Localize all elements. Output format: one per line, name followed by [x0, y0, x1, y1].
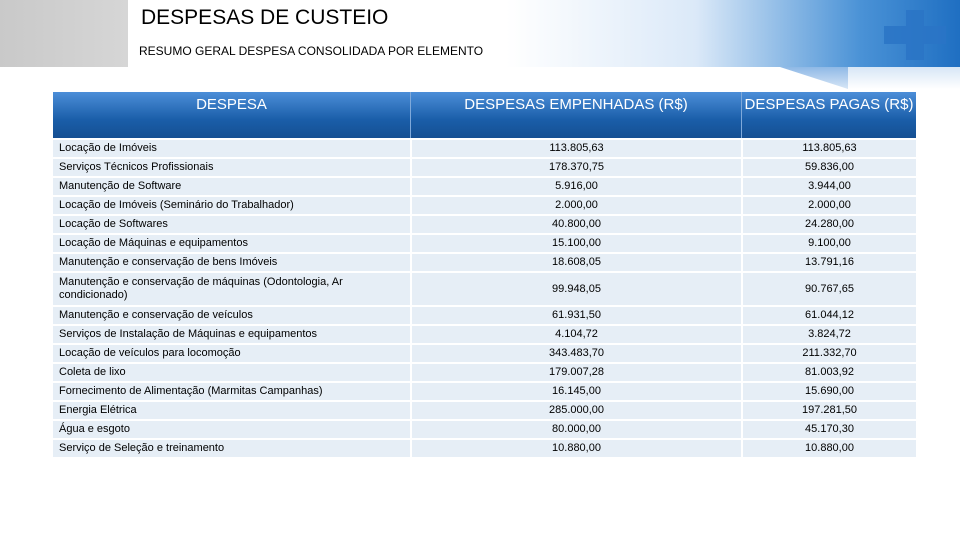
paid-amount-cell: 24.280,00	[741, 216, 916, 233]
table-row: Manutenção de Software 5.916,00 3.944,00	[53, 178, 916, 195]
paid-amount-cell: 10.880,00	[741, 440, 916, 457]
expense-name-cell: Locação de Imóveis	[53, 140, 410, 157]
table-row: Serviço de Seleção e treinamento 10.880,0…	[53, 440, 916, 457]
table-row: Energia Elétrica 285.000,00 197.281,50	[53, 402, 916, 419]
table-row: Locação de Imóveis (Seminário do Trabalh…	[53, 197, 916, 214]
expense-name-cell: Energia Elétrica	[53, 402, 410, 419]
committed-amount-cell: 18.608,05	[410, 254, 741, 271]
column-header-empenhadas: DESPESAS EMPENHADAS (R$)	[410, 92, 741, 138]
table-row: Água e esgoto 80.000,00 45.170,30	[53, 421, 916, 438]
medical-cross-icon	[884, 10, 946, 60]
header-tail-shape	[780, 67, 848, 89]
expense-name-cell: Manutenção e conservação de veículos	[53, 307, 410, 324]
expense-table: DESPESA DESPESAS EMPENHADAS (R$) DESPESAS …	[53, 90, 916, 459]
expense-name-cell: Serviço de Seleção e treinamento	[53, 440, 410, 457]
expense-name-cell: Coleta de lixo	[53, 364, 410, 381]
paid-amount-cell: 113.805,63	[741, 140, 916, 157]
column-header-despesa: DESPESA	[53, 92, 410, 138]
table-row: Locação de Softwares 40.800,00 24.280,00	[53, 216, 916, 233]
table-body: Locação de Imóveis 113.805,63 113.805,63 Se…	[53, 140, 916, 457]
table-row: Locação de Imóveis 113.805,63 113.805,63	[53, 140, 916, 157]
table-row: Serviços Técnicos Profissionais 178.370,7…	[53, 159, 916, 176]
paid-amount-cell: 3.824,72	[741, 326, 916, 343]
page-title: DESPESAS DE CUSTEIO	[141, 6, 389, 29]
table-row: Manutenção e conservação de veículos 61.9…	[53, 307, 916, 324]
committed-amount-cell: 285.000,00	[410, 402, 741, 419]
expense-name-cell: Fornecimento de Alimentação (Marmitas Ca…	[53, 383, 410, 400]
paid-amount-cell: 197.281,50	[741, 402, 916, 419]
page-subtitle: RESUMO GERAL DESPESA CONSOLIDADA POR ELE…	[139, 44, 484, 58]
expense-name-cell: Serviços Técnicos Profissionais	[53, 159, 410, 176]
table-row: Manutenção e conservação de bens Imóveis…	[53, 254, 916, 271]
header-band	[135, 0, 960, 67]
expense-name-cell: Locação de veículos para locomoção	[53, 345, 410, 362]
expense-name-cell: Água e esgoto	[53, 421, 410, 438]
paid-amount-cell: 81.003,92	[741, 364, 916, 381]
paid-amount-cell: 211.332,70	[741, 345, 916, 362]
committed-amount-cell: 178.370,75	[410, 159, 741, 176]
paid-amount-cell: 15.690,00	[741, 383, 916, 400]
committed-amount-cell: 40.800,00	[410, 216, 741, 233]
table-row: Serviços de Instalação de Máquinas e equ…	[53, 326, 916, 343]
expense-name-cell: Manutenção de Software	[53, 178, 410, 195]
expense-name-cell: Serviços de Instalação de Máquinas e equ…	[53, 326, 410, 343]
expense-name-cell: Manutenção e conservação de bens Imóveis	[53, 254, 410, 271]
committed-amount-cell: 343.483,70	[410, 345, 741, 362]
table-row: Locação de veículos para locomoção 343.48…	[53, 345, 916, 362]
committed-amount-cell: 4.104,72	[410, 326, 741, 343]
committed-amount-cell: 113.805,63	[410, 140, 741, 157]
paid-amount-cell: 9.100,00	[741, 235, 916, 252]
table-header: DESPESA DESPESAS EMPENHADAS (R$) DESPESAS …	[53, 92, 916, 138]
expense-name-cell: Manutenção e conservação de máquinas (Od…	[53, 273, 410, 305]
table-row: Manutenção e conservação de máquinas (Od…	[53, 273, 916, 305]
committed-amount-cell: 61.931,50	[410, 307, 741, 324]
committed-amount-cell: 5.916,00	[410, 178, 741, 195]
paid-amount-cell: 2.000,00	[741, 197, 916, 214]
table-row: Coleta de lixo 179.007,28 81.003,92	[53, 364, 916, 381]
expense-name-cell: Locação de Imóveis (Seminário do Trabalh…	[53, 197, 410, 214]
paid-amount-cell: 13.791,16	[741, 254, 916, 271]
paid-amount-cell: 3.944,00	[741, 178, 916, 195]
header-tail-fade	[848, 67, 960, 89]
paid-amount-cell: 90.767,65	[741, 273, 916, 305]
committed-amount-cell: 179.007,28	[410, 364, 741, 381]
paid-amount-cell: 45.170,30	[741, 421, 916, 438]
expense-name-cell: Locação de Softwares	[53, 216, 410, 233]
committed-amount-cell: 2.000,00	[410, 197, 741, 214]
committed-amount-cell: 16.145,00	[410, 383, 741, 400]
expense-name-cell: Locação de Máquinas e equipamentos	[53, 235, 410, 252]
column-header-pagas: DESPESAS PAGAS (R$)	[741, 92, 916, 138]
committed-amount-cell: 15.100,00	[410, 235, 741, 252]
paid-amount-cell: 61.044,12	[741, 307, 916, 324]
paid-amount-cell: 59.836,00	[741, 159, 916, 176]
header-row: DESPESA DESPESAS EMPENHADAS (R$) DESPESAS …	[53, 92, 916, 138]
table-row: Locação de Máquinas e equipamentos 15.100…	[53, 235, 916, 252]
committed-amount-cell: 10.880,00	[410, 440, 741, 457]
committed-amount-cell: 99.948,05	[410, 273, 741, 305]
committed-amount-cell: 80.000,00	[410, 421, 741, 438]
table-row: Fornecimento de Alimentação (Marmitas Ca…	[53, 383, 916, 400]
left-gray-block	[0, 0, 128, 67]
